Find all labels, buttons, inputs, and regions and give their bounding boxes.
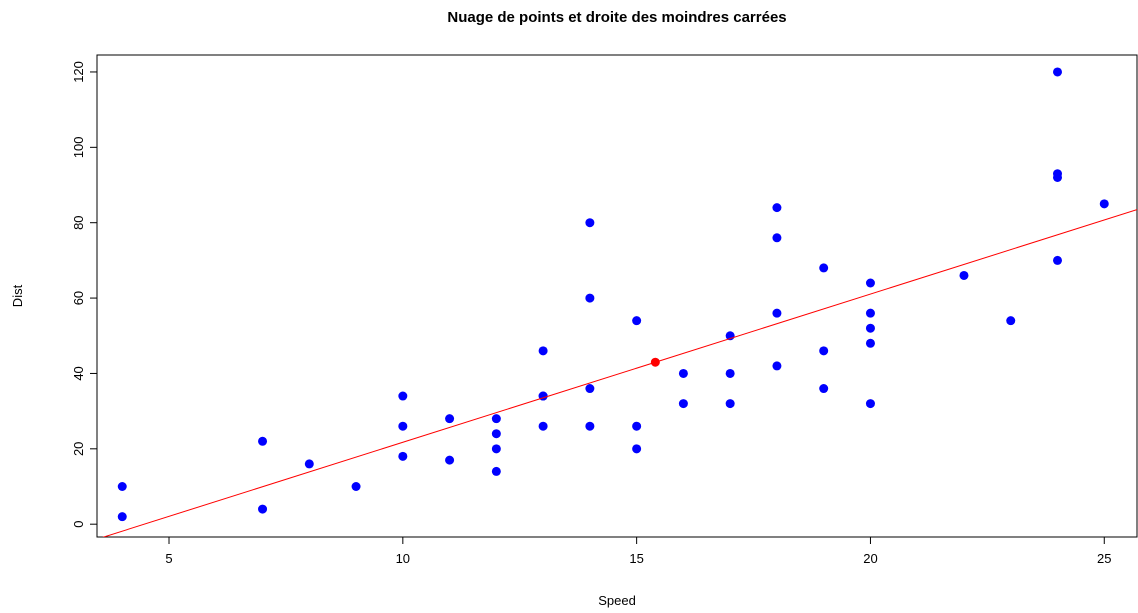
y-tick-label: 60 <box>71 291 86 305</box>
point <box>398 421 408 431</box>
point <box>772 361 782 371</box>
point <box>1099 199 1109 209</box>
regression-line <box>102 209 1137 537</box>
y-tick-label: 40 <box>71 366 86 380</box>
point <box>491 414 501 424</box>
point <box>772 203 782 213</box>
point <box>772 308 782 318</box>
point <box>117 482 127 492</box>
point <box>819 384 829 394</box>
point <box>258 436 268 446</box>
y-axis-label: Dist <box>10 284 25 307</box>
point <box>491 466 501 476</box>
point <box>632 444 642 454</box>
point <box>632 316 642 326</box>
point <box>865 308 875 318</box>
point <box>445 455 455 465</box>
y-tick-label: 120 <box>71 61 86 83</box>
point <box>585 384 595 394</box>
x-tick-label: 20 <box>863 551 877 566</box>
point <box>491 429 501 439</box>
point <box>585 293 595 303</box>
point <box>725 399 735 409</box>
plot-box <box>96 54 1138 538</box>
y-tick-label: 80 <box>71 215 86 229</box>
point <box>538 346 548 356</box>
point <box>491 444 501 454</box>
point <box>304 459 314 469</box>
point <box>678 399 688 409</box>
point <box>398 451 408 461</box>
y-tick-label: 100 <box>71 136 86 158</box>
point <box>1006 316 1016 326</box>
point <box>725 368 735 378</box>
point <box>678 368 688 378</box>
point <box>351 482 361 492</box>
mean-point <box>650 357 660 367</box>
point <box>819 346 829 356</box>
point <box>538 421 548 431</box>
point <box>772 233 782 243</box>
y-tick-label: 0 <box>71 521 86 528</box>
point <box>1053 255 1063 265</box>
point <box>865 278 875 288</box>
point <box>398 391 408 401</box>
x-tick-label: 15 <box>629 551 643 566</box>
point <box>632 421 642 431</box>
point <box>819 263 829 273</box>
point <box>865 323 875 333</box>
point <box>1053 169 1063 179</box>
point <box>865 399 875 409</box>
x-tick-label: 25 <box>1097 551 1111 566</box>
x-tick-label: 5 <box>165 551 172 566</box>
point <box>959 270 969 280</box>
point <box>865 338 875 348</box>
point <box>258 504 268 514</box>
point <box>1053 67 1063 77</box>
point <box>585 218 595 228</box>
point <box>585 421 595 431</box>
x-axis-label: Speed <box>598 593 636 608</box>
x-tick-label: 10 <box>396 551 410 566</box>
point <box>445 414 455 424</box>
chart-title: Nuage de points et droite des moindres c… <box>447 9 786 26</box>
point <box>117 512 127 522</box>
y-tick-label: 20 <box>71 442 86 456</box>
